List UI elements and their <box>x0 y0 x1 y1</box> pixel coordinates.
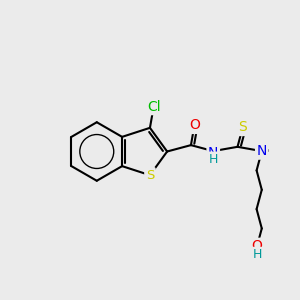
Text: N: N <box>256 144 267 158</box>
Text: O: O <box>189 118 200 132</box>
Text: O: O <box>252 239 262 253</box>
Text: H: H <box>252 248 262 261</box>
Text: S: S <box>238 121 247 134</box>
Text: N: N <box>208 146 218 160</box>
Text: Cl: Cl <box>147 100 160 114</box>
Text: H: H <box>208 153 218 166</box>
Text: S: S <box>146 169 154 182</box>
